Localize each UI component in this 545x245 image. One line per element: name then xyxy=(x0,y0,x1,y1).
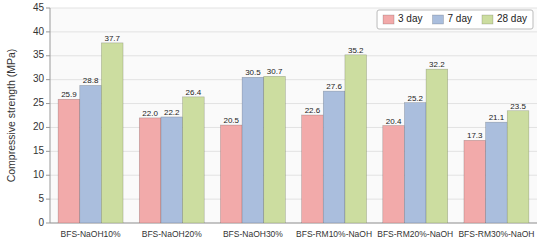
bar xyxy=(486,122,508,223)
y-axis-label: Compressive strength (MPa) xyxy=(5,49,17,183)
data-label: 22.0 xyxy=(142,109,158,118)
bar xyxy=(139,118,161,223)
bar xyxy=(183,97,205,223)
bar xyxy=(507,111,529,223)
data-label: 21.1 xyxy=(489,113,505,122)
data-label: 27.6 xyxy=(326,82,342,91)
y-tick-label: 10 xyxy=(33,169,45,180)
bar xyxy=(80,85,102,223)
bar xyxy=(345,55,367,223)
bar xyxy=(161,117,183,223)
bar xyxy=(323,91,345,223)
y-tick xyxy=(46,79,50,80)
data-label: 26.4 xyxy=(186,88,202,97)
bar xyxy=(101,43,123,223)
x-tick-label: BFS-NaOH20% xyxy=(142,229,202,239)
y-tick-label: 45 xyxy=(33,2,45,13)
bar xyxy=(464,140,486,223)
y-tick xyxy=(46,175,50,176)
y-tick-label: 5 xyxy=(38,193,44,204)
bar xyxy=(58,99,80,223)
y-tick-label: 15 xyxy=(33,145,45,156)
legend-label: 7 day xyxy=(448,13,472,24)
data-label: 22.6 xyxy=(305,106,321,115)
bar xyxy=(220,125,242,223)
bar xyxy=(426,69,448,223)
bar xyxy=(383,126,405,223)
chart: 0 5 10 15 20 25 30 35 40 45 Compressive strength (… xyxy=(0,0,545,245)
y-tick xyxy=(46,199,50,200)
y-axis: 0 5 10 15 20 25 30 35 40 45 xyxy=(33,2,50,228)
data-label: 37.7 xyxy=(104,34,120,43)
x-tick-label: BFS-RM30%-NaOH xyxy=(458,229,534,239)
x-tick-label: BFS-NaOH30% xyxy=(223,229,283,239)
bar xyxy=(242,77,264,223)
data-label: 28.8 xyxy=(83,76,99,85)
legend-label: 28 day xyxy=(497,13,527,24)
x-tick-label: BFS-RM10%-NaOH xyxy=(296,229,372,239)
y-tick-label: 35 xyxy=(33,49,45,60)
legend-swatch xyxy=(482,15,493,24)
y-tick xyxy=(46,55,50,56)
data-label: 25.9 xyxy=(61,90,77,99)
data-label: 20.5 xyxy=(223,116,239,125)
grid xyxy=(50,8,537,223)
data-label: 25.2 xyxy=(407,94,423,103)
data-label: 30.5 xyxy=(245,68,261,77)
x-axis: BFS-NaOH10% BFS-NaOH20% BFS-NaOH30% BFS-RM1… xyxy=(61,229,535,239)
y-axis-line xyxy=(50,8,51,223)
bar xyxy=(264,76,286,223)
y-tick xyxy=(46,151,50,152)
y-tick-label: 0 xyxy=(38,217,44,228)
legend-box xyxy=(377,10,533,29)
data-label: 20.4 xyxy=(386,117,402,126)
data-label: 23.5 xyxy=(510,102,526,111)
bar xyxy=(302,115,324,223)
x-tick-label: BFS-RM20%-NaOH xyxy=(377,229,453,239)
grid-line xyxy=(50,31,537,32)
y-tick xyxy=(46,223,50,224)
plot-background xyxy=(50,8,537,223)
bar xyxy=(404,103,426,223)
legend-swatch xyxy=(383,15,394,24)
y-tick xyxy=(46,8,50,9)
data-label: 17.3 xyxy=(467,131,483,140)
data-label: 30.7 xyxy=(267,67,283,76)
y-tick xyxy=(46,103,50,104)
x-tick-label: BFS-NaOH10% xyxy=(61,229,121,239)
y-tick xyxy=(46,31,50,32)
y-tick-label: 20 xyxy=(33,121,45,132)
data-label: 22.2 xyxy=(164,108,180,117)
legend-swatch xyxy=(433,15,444,24)
grid-line xyxy=(50,8,537,9)
y-tick-label: 25 xyxy=(33,97,45,108)
legend: 3 day 7 day 28 day xyxy=(377,10,533,29)
data-label: 35.2 xyxy=(348,46,364,55)
y-tick-label: 30 xyxy=(33,73,45,84)
legend-label: 3 day xyxy=(398,13,422,24)
data-label: 32.2 xyxy=(429,60,445,69)
data-labels: 25.9 22.0 20.5 22.6 20.4 17.3 28.8 22.2 30.5 27.6… xyxy=(61,34,526,140)
y-tick xyxy=(46,127,50,128)
bars xyxy=(58,43,529,223)
y-tick-label: 40 xyxy=(33,26,45,37)
